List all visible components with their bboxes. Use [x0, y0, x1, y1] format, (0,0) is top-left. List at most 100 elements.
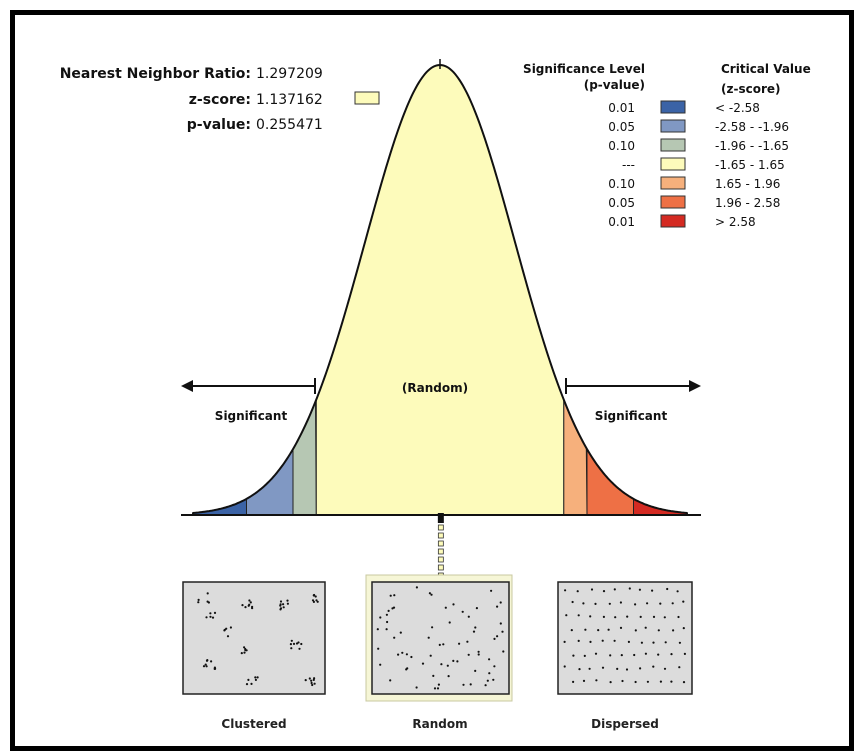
random-panel — [371, 581, 510, 695]
dispersed-point — [678, 666, 681, 669]
dispersed-point — [646, 602, 649, 605]
legend-z-range: -2.58 - -1.96 — [715, 120, 789, 134]
random-point — [430, 593, 433, 596]
random-point — [488, 672, 491, 675]
random-point — [410, 655, 413, 659]
dispersed-point — [590, 588, 594, 591]
random-point — [501, 630, 504, 633]
dispersed-point — [613, 639, 616, 642]
right-arrow — [565, 378, 701, 394]
random-point — [474, 669, 477, 673]
dispersed-point — [594, 602, 597, 606]
dispersed-point — [678, 641, 682, 644]
dispersed-point — [670, 653, 673, 656]
random-point — [446, 664, 449, 667]
clustered-point — [310, 679, 313, 682]
random-point — [421, 662, 425, 665]
dispersed-point — [613, 588, 616, 591]
crit-header-line1: Critical Value — [721, 62, 811, 76]
random-point — [452, 603, 455, 606]
random-point — [490, 589, 493, 592]
clustered-point — [256, 676, 259, 679]
random-point — [499, 622, 502, 625]
clustered-point — [289, 643, 292, 646]
random-label: (Random) — [402, 381, 468, 395]
dispersed-point — [639, 615, 642, 619]
dispersed-panel — [557, 581, 693, 695]
legend-p-value: 0.05 — [608, 196, 635, 210]
dispersed-point — [582, 679, 586, 683]
dispersed-point — [682, 681, 686, 684]
dispersed-point — [578, 668, 581, 671]
legend-swatch — [660, 119, 686, 133]
clustered-point — [248, 599, 251, 602]
dispersed-point — [565, 614, 568, 617]
random-point — [391, 607, 394, 610]
dispersed-point — [633, 653, 636, 657]
clustered-point — [197, 601, 200, 604]
clustered-point — [204, 663, 207, 666]
dispersed-point — [634, 629, 637, 632]
legend-z-range: 1.96 - 2.58 — [715, 196, 780, 210]
legend-swatch — [660, 157, 686, 171]
clustered-point — [223, 628, 226, 631]
random-point — [447, 675, 450, 678]
random-point — [376, 628, 379, 631]
random-point — [405, 653, 408, 656]
random-point — [415, 686, 418, 689]
clustered-point — [314, 595, 317, 598]
normal-curve — [181, 59, 701, 579]
legend-z-range: > 2.58 — [715, 215, 756, 229]
clustered-point — [310, 681, 313, 685]
random-point — [438, 643, 441, 647]
clustered-point — [304, 679, 307, 682]
dispersed-point — [666, 587, 669, 591]
dispersed-point — [572, 680, 575, 684]
clustered-point — [298, 647, 301, 650]
dispersed-point — [644, 626, 647, 629]
dispersed-point — [683, 652, 687, 656]
dispersed-point — [634, 603, 637, 606]
dispersed-point — [563, 665, 566, 668]
dispersed-point — [664, 641, 667, 644]
random-point — [387, 609, 390, 613]
left-significant-label: Significant — [215, 409, 288, 423]
clustered-point — [315, 599, 318, 602]
dispersed-point — [572, 654, 575, 657]
dispersed-point — [616, 667, 619, 671]
random-point — [502, 650, 505, 653]
clustered-panel — [182, 581, 326, 695]
legend: Significance Level (p-value) Critical Va… — [523, 62, 811, 229]
clustered-point — [205, 659, 209, 662]
clustered-point — [290, 639, 293, 642]
legend-p-value: 0.01 — [608, 215, 635, 229]
clustered-point — [279, 608, 282, 611]
clustered-point — [290, 647, 293, 650]
dispersed-point — [608, 602, 611, 605]
dispersed-point — [564, 589, 567, 592]
clustered-point — [197, 598, 200, 602]
clustered-point — [312, 678, 315, 682]
legend-p-value: 0.01 — [608, 101, 635, 115]
dispersed-point — [652, 665, 655, 668]
random-point — [458, 642, 461, 645]
random-point — [436, 687, 440, 690]
region-z-1-65-to-1-96 — [563, 399, 588, 516]
dispersed-point — [659, 602, 662, 605]
dispersed-point — [589, 615, 592, 618]
dispersed-point — [609, 654, 612, 657]
curve-labels: (Random) Significant Significant — [215, 381, 668, 423]
random-point — [415, 586, 418, 589]
legend-swatch — [660, 100, 686, 114]
dispersed-point — [588, 667, 591, 670]
dispersed-point — [659, 680, 663, 683]
random-point — [462, 683, 465, 686]
dispersed-point — [628, 587, 631, 590]
p-value-value: 0.255471 — [256, 117, 323, 133]
dispersed-point — [602, 615, 606, 619]
dispersed-point — [646, 680, 650, 683]
dispersed-point — [619, 626, 623, 630]
random-point — [488, 658, 491, 661]
clustered-point — [229, 626, 232, 629]
dispersed-point — [584, 628, 587, 631]
